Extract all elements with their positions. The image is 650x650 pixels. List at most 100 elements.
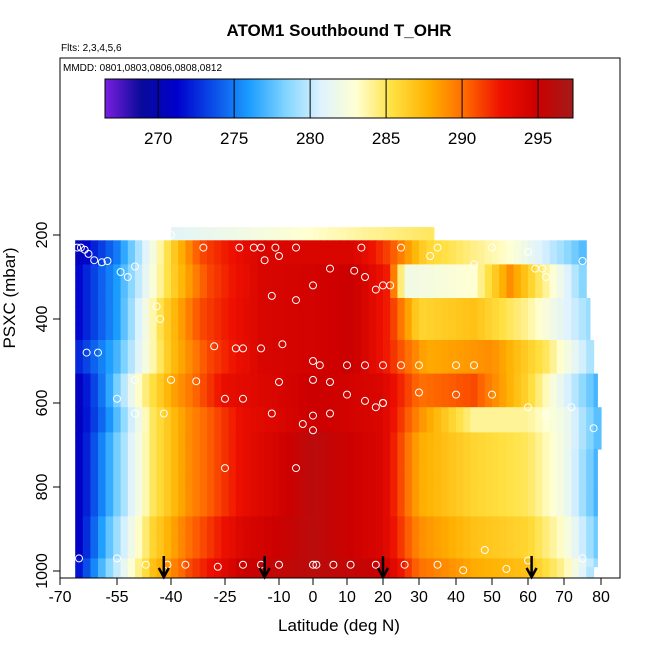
heatmap-cell <box>299 558 307 568</box>
x-tick-label: 30 <box>410 589 428 606</box>
heatmap-cell <box>113 432 122 442</box>
heatmap-cell <box>520 373 529 383</box>
heatmap-cell <box>285 331 294 341</box>
heatmap-cell <box>470 415 479 425</box>
heatmap-cell <box>528 432 536 442</box>
heatmap-cell <box>90 541 99 551</box>
heatmap-cell <box>456 440 464 450</box>
heatmap-cell <box>441 323 450 332</box>
heatmap-cell <box>528 314 536 324</box>
heatmap-cell <box>271 466 280 475</box>
heatmap-cell <box>419 466 427 475</box>
heatmap-cell <box>326 499 334 509</box>
observation-point <box>346 560 355 569</box>
heatmap-cell <box>319 457 328 467</box>
heatmap-cell <box>375 558 384 568</box>
heatmap-cell <box>456 373 464 383</box>
heatmap-cell <box>383 340 391 349</box>
observation-point <box>90 256 99 265</box>
heatmap-cell <box>178 407 186 416</box>
heatmap-cell <box>556 314 565 324</box>
heatmap-cell <box>571 541 580 551</box>
heatmap-cell <box>285 373 294 383</box>
heatmap-cell <box>448 281 457 290</box>
heatmap-cell <box>463 298 471 307</box>
heatmap-cell <box>120 508 129 517</box>
heatmap-cell <box>411 524 420 534</box>
heatmap-cell <box>375 432 384 442</box>
heatmap-cell <box>390 348 398 358</box>
heatmap-cell <box>235 365 244 374</box>
heatmap-cell <box>375 373 384 383</box>
heatmap-cell <box>448 508 457 517</box>
heatmap-cell <box>127 499 136 509</box>
heatmap-cell <box>477 298 486 307</box>
heatmap-cell <box>492 289 500 299</box>
heatmap-cell <box>433 390 442 400</box>
heatmap-cell <box>368 449 377 458</box>
observation-point <box>567 403 576 412</box>
heatmap-cell <box>549 474 558 484</box>
heatmap-cell <box>149 398 158 408</box>
heatmap-cell <box>264 264 273 274</box>
heatmap-cell <box>235 550 244 559</box>
heatmap-cell <box>441 382 450 391</box>
heatmap-cell <box>98 264 107 274</box>
observation-point <box>181 560 190 569</box>
heatmap-cell <box>506 298 515 307</box>
heatmap-cell <box>470 340 479 349</box>
heatmap-cell <box>326 306 334 316</box>
heatmap-cell <box>347 558 355 568</box>
heatmap-cell <box>404 314 413 324</box>
heatmap-cell <box>90 356 99 366</box>
heatmap-cell <box>257 272 266 282</box>
heatmap-cell <box>98 491 107 500</box>
x-tick-label: -25 <box>213 589 236 606</box>
heatmap-cell <box>105 298 114 307</box>
heatmap-cell <box>221 240 230 249</box>
heatmap-cell <box>264 306 273 316</box>
observation-point <box>542 411 550 420</box>
heatmap-cell <box>185 356 194 366</box>
heatmap-cell <box>171 491 179 500</box>
heatmap-cell <box>127 356 136 366</box>
heatmap-cell <box>463 415 471 425</box>
heatmap-cell <box>520 466 529 475</box>
heatmap-cell <box>383 382 391 391</box>
heatmap-cell <box>347 247 355 257</box>
heatmap-cell <box>520 491 529 500</box>
heatmap-cell <box>456 340 464 349</box>
heatmap-cell <box>361 508 370 517</box>
heatmap-cell <box>264 227 273 241</box>
heatmap-cell <box>586 457 595 467</box>
heatmap-cell <box>178 474 186 484</box>
heatmap-cell <box>105 365 114 374</box>
heatmap-cell <box>542 373 551 383</box>
heatmap-cell <box>441 398 450 408</box>
heatmap-cell <box>120 256 129 265</box>
heatmap-cell <box>113 566 122 578</box>
heatmap-cell <box>105 272 114 282</box>
heatmap-cell <box>463 272 471 282</box>
heatmap-cell <box>113 298 122 307</box>
heatmap-cell <box>542 272 551 282</box>
heatmap-cell <box>520 240 529 249</box>
heatmap-cell <box>499 432 507 442</box>
heatmap-cell <box>228 314 237 324</box>
heatmap-cell <box>257 390 266 400</box>
heatmap-cell <box>535 298 543 307</box>
heatmap-cell <box>192 356 201 366</box>
heatmap-cell <box>470 407 479 416</box>
heatmap-cell <box>135 541 143 551</box>
heatmap-cell <box>264 432 273 442</box>
heatmap-cell <box>149 566 158 578</box>
heatmap-cell <box>578 306 587 316</box>
heatmap-cell <box>243 499 251 509</box>
heatmap-cell <box>484 314 493 324</box>
observation-point <box>315 361 324 370</box>
heatmap-cell <box>326 533 334 542</box>
heatmap-cell <box>470 482 479 492</box>
observation-point <box>292 464 300 473</box>
heatmap-cell <box>192 524 201 534</box>
heatmap-cell <box>397 457 406 467</box>
